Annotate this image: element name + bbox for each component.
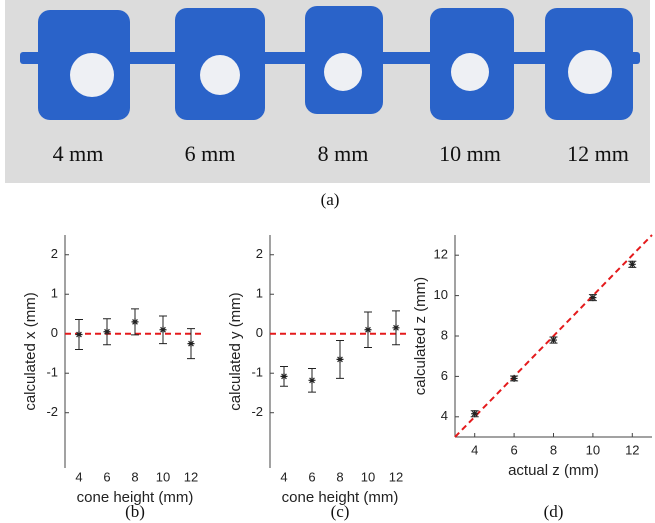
- x-tick-label: 12: [389, 469, 403, 484]
- y-tick-label: 2: [256, 246, 263, 261]
- y-tick-label: 2: [51, 246, 58, 261]
- x-tick-label: 10: [586, 442, 600, 457]
- hole: [200, 55, 240, 95]
- page: {"photo": {"labels": ["4 mm", "6 mm", "8…: [0, 0, 655, 523]
- y-tick-label: 4: [441, 408, 448, 423]
- marker: [471, 410, 478, 417]
- x-tick-label: 10: [361, 469, 375, 484]
- marker: [160, 326, 167, 333]
- x-tick-label: 8: [336, 469, 343, 484]
- photo-label: 6 mm: [185, 141, 236, 166]
- y-tick-label: -1: [46, 365, 58, 380]
- marker: [365, 326, 372, 333]
- x-tick-label: 12: [184, 469, 198, 484]
- marker: [281, 373, 288, 380]
- photo-label: 12 mm: [567, 141, 629, 166]
- x-tick-label: 6: [103, 469, 110, 484]
- hole: [568, 50, 612, 94]
- y-tick-label: 6: [441, 368, 448, 383]
- marker: [76, 331, 83, 338]
- x-tick-label: 8: [550, 442, 557, 457]
- marker: [337, 356, 344, 363]
- marker: [309, 377, 316, 384]
- x-tick-label: 4: [280, 469, 287, 484]
- x-tick-label: 8: [131, 469, 138, 484]
- y-tick-label: -2: [251, 404, 263, 419]
- y-tick-label: -2: [46, 404, 58, 419]
- x-tick-label: 10: [156, 469, 170, 484]
- hole: [451, 53, 489, 91]
- hole: [324, 53, 362, 91]
- caption: (b): [125, 502, 145, 521]
- x-axis-label: actual z (mm): [508, 462, 599, 479]
- x-tick-label: 6: [308, 469, 315, 484]
- photo-label: 4 mm: [53, 141, 104, 166]
- y-axis-label: calculated x (mm): [22, 292, 39, 410]
- y-tick-label: -1: [251, 365, 263, 380]
- y-axis-label: calculated z (mm): [412, 277, 429, 395]
- y-tick-label: 0: [51, 325, 58, 340]
- marker: [589, 294, 596, 301]
- marker: [132, 318, 139, 325]
- figure: 4 mm 6 mm 8 mm 10 mm 12 mm (a) -2-101246…: [0, 0, 655, 523]
- caption: (d): [544, 502, 564, 521]
- photo-label: 10 mm: [439, 141, 501, 166]
- marker: [629, 261, 636, 268]
- y-tick-label: 12: [434, 247, 448, 262]
- x-tick-label: 6: [510, 442, 517, 457]
- y-axis-label: calculated y (mm): [227, 292, 244, 410]
- marker: [188, 340, 195, 347]
- y-tick-label: 10: [434, 287, 448, 302]
- y-tick-label: 1: [256, 286, 263, 301]
- x-tick-label: 4: [471, 442, 478, 457]
- y-tick-label: 8: [441, 327, 448, 342]
- y-tick-label: 0: [256, 325, 263, 340]
- caption: (a): [321, 190, 340, 209]
- marker: [550, 337, 557, 344]
- caption: (c): [331, 502, 350, 521]
- y-tick-label: 1: [51, 286, 58, 301]
- photo-label: 8 mm: [318, 141, 369, 166]
- marker: [393, 324, 400, 331]
- reference-line: [455, 235, 652, 437]
- x-tick-label: 4: [75, 469, 82, 484]
- x-tick-label: 12: [625, 442, 639, 457]
- hole: [70, 53, 114, 97]
